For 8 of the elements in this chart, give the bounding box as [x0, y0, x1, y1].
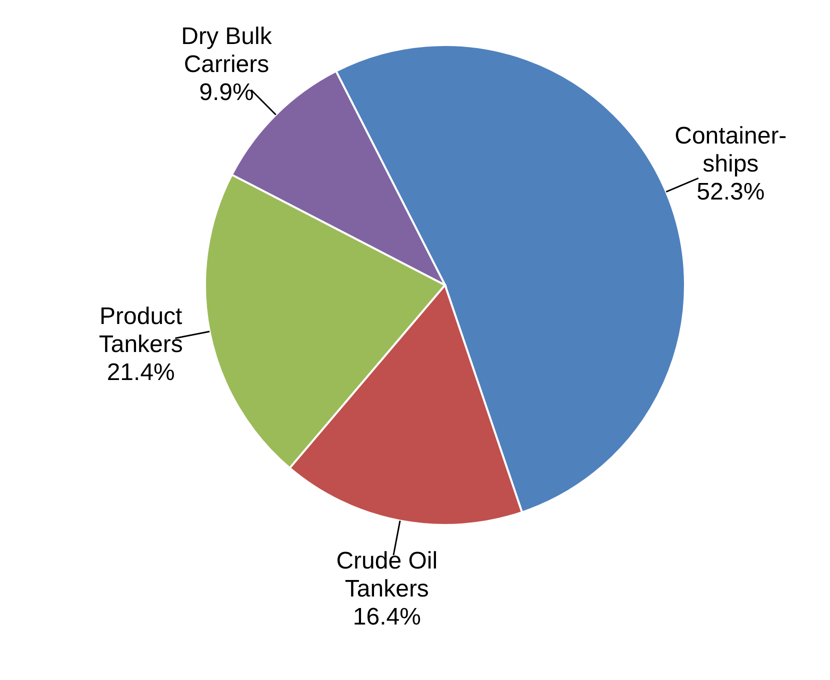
slice-label: Crude Oil Tankers	[336, 548, 438, 603]
data-label: 52.3%	[696, 178, 765, 206]
data-label: 9.9%	[199, 79, 254, 106]
slice-label: Dry Bulk Carriers	[181, 23, 273, 78]
data-label: 21.4%	[106, 359, 175, 386]
data-label: 16.4%	[352, 604, 421, 631]
slice-label: Product Tankers	[98, 303, 183, 358]
slice-label: Container- ships	[674, 122, 787, 178]
